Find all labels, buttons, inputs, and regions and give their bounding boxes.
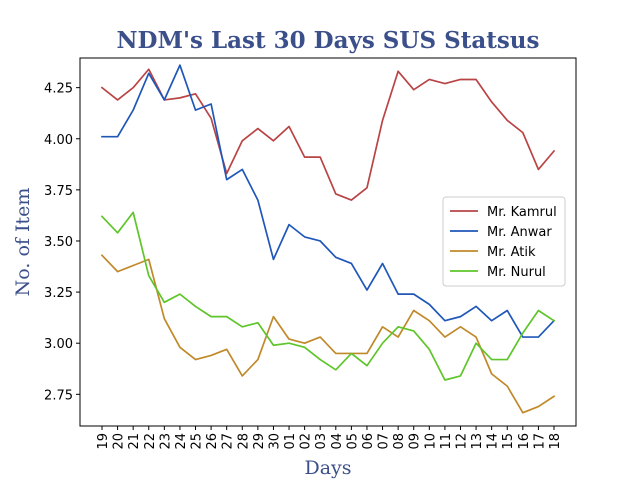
x-tick-label: 10 xyxy=(423,433,438,450)
x-tick-label: 19 xyxy=(96,433,111,450)
y-axis: 2.75 3.00 3.25 3.50 3.75 4.00 4.25 xyxy=(44,82,80,403)
x-tick-label: 11 xyxy=(439,433,454,450)
chart-title: NDM's Last 30 Days SUS Statsus xyxy=(117,27,540,54)
x-tick-label: 04 xyxy=(330,433,345,450)
x-tick-label: 14 xyxy=(486,433,501,450)
legend-label: Mr. Kamrul xyxy=(487,205,557,220)
x-tick-label: 25 xyxy=(190,433,205,450)
x-tick-label: 20 xyxy=(112,433,127,450)
x-tick-label: 05 xyxy=(345,433,360,450)
series-lines xyxy=(100,64,556,414)
x-tick-label: 17 xyxy=(532,433,547,450)
series-line-4 xyxy=(100,211,556,381)
x-tick-label: 07 xyxy=(377,433,392,450)
y-tick-label: 3.25 xyxy=(44,286,73,301)
x-tick-label: 13 xyxy=(470,433,485,450)
y-tick-label: 4.25 xyxy=(44,82,73,97)
x-tick-label: 18 xyxy=(548,433,563,450)
x-tick-label: 27 xyxy=(221,433,236,450)
x-tick-label: 26 xyxy=(205,433,220,450)
series-line-1 xyxy=(100,68,556,201)
x-axis-label: Days xyxy=(304,457,351,479)
x-tick-label: 15 xyxy=(501,433,516,450)
x-tick-label: 01 xyxy=(283,433,298,450)
x-tick-label: 06 xyxy=(361,433,376,450)
x-tick-label: 12 xyxy=(454,433,469,450)
y-tick-label: 4.00 xyxy=(44,133,73,148)
legend-label: Mr. Nurul xyxy=(487,265,546,280)
x-tick-label: 22 xyxy=(143,433,158,450)
x-axis: 19 20 21 22 23 24 25 26 27 28 29 30 01 02 03 04 05 06 07 08… xyxy=(96,426,563,450)
series-line-3 xyxy=(100,254,556,414)
x-tick-label: 03 xyxy=(314,433,329,450)
plot-area xyxy=(79,57,577,427)
y-axis-label: No. of Item xyxy=(12,188,34,297)
y-tick-label: 3.00 xyxy=(44,337,73,352)
x-tick-label: 29 xyxy=(252,433,267,450)
x-tick-label: 24 xyxy=(174,433,189,450)
x-tick-label: 28 xyxy=(236,433,251,450)
legend-label: Mr. Atik xyxy=(487,245,536,260)
y-tick-label: 3.75 xyxy=(44,184,73,199)
legend-box xyxy=(442,196,566,287)
x-tick-label: 16 xyxy=(517,433,532,450)
y-tick-label: 3.50 xyxy=(44,235,73,250)
legend-label: Mr. Anwar xyxy=(487,225,552,240)
y-tick-label: 2.75 xyxy=(44,388,73,403)
x-tick-label: 23 xyxy=(158,433,173,450)
x-tick-label: 21 xyxy=(127,433,142,450)
series-line-2 xyxy=(101,64,556,338)
legend: Mr. Kamrul Mr. Anwar Mr. Atik Mr. Nurul xyxy=(442,196,566,287)
x-tick-label: 08 xyxy=(392,433,407,450)
x-tick-label: 30 xyxy=(267,433,282,450)
x-tick-label: 02 xyxy=(299,433,314,450)
x-tick-label: 09 xyxy=(408,433,423,450)
